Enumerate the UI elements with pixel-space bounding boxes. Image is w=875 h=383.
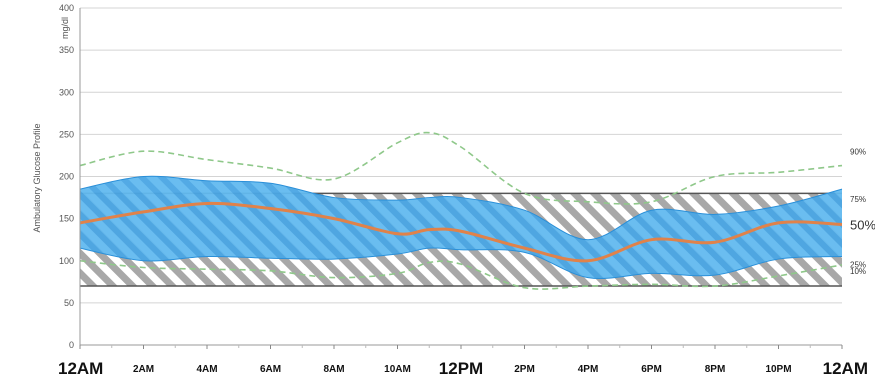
x-tick-label: 4PM xyxy=(578,364,599,375)
percentile-label: 90% xyxy=(850,148,866,157)
x-tick-label: 6AM xyxy=(260,364,281,375)
series-90-line xyxy=(79,131,843,205)
x-tick-label: 8PM xyxy=(705,364,726,375)
axis-layer: 0 50 100 150 200 250 300 350 400 90% 75% 50% 25%10% 1… xyxy=(58,3,875,378)
percentile-label: 50% xyxy=(850,218,875,233)
series-50-median-line xyxy=(79,201,843,263)
y-tick-label: 400 xyxy=(59,3,74,13)
y-tick-label: 250 xyxy=(59,129,74,139)
y-tick-label: 50 xyxy=(64,298,74,308)
iqr-band-layer xyxy=(79,175,843,280)
units-label: mg/dl xyxy=(60,17,70,39)
x-tick-label: 6PM xyxy=(641,364,662,375)
percentile-lines-layer xyxy=(79,131,843,290)
x-tick-label: 10PM xyxy=(765,364,791,375)
y-tick-label: 300 xyxy=(59,87,74,97)
y-tick-label: 150 xyxy=(59,214,74,224)
x-tick-label: 12AM xyxy=(823,359,868,378)
y-axis-label: Ambulatory Glucose Profile xyxy=(32,123,42,232)
x-tick-label: 4AM xyxy=(196,364,217,375)
percentile-label: 25% xyxy=(850,261,866,270)
x-tick-label: 2PM xyxy=(514,364,535,375)
grid-layer xyxy=(80,7,842,346)
y-tick-label: 0 xyxy=(69,340,74,350)
x-tick-label: 2AM xyxy=(133,364,154,375)
iqr-band xyxy=(80,176,842,279)
x-tick-label: 12AM xyxy=(58,359,103,378)
percentile-label: 10% xyxy=(850,267,866,276)
y-tick-label: 350 xyxy=(59,45,74,55)
x-tick-label: 10AM xyxy=(384,364,411,375)
percentile-label: 75% xyxy=(850,195,866,204)
y-tick-label: 200 xyxy=(59,172,74,182)
series-75-line xyxy=(79,175,843,241)
series-10-line xyxy=(79,259,843,290)
x-tick-label: 12PM xyxy=(439,359,483,378)
y-tick-label: 100 xyxy=(59,256,74,266)
x-tick-label: 8AM xyxy=(323,364,344,375)
series-25-line xyxy=(79,247,843,280)
